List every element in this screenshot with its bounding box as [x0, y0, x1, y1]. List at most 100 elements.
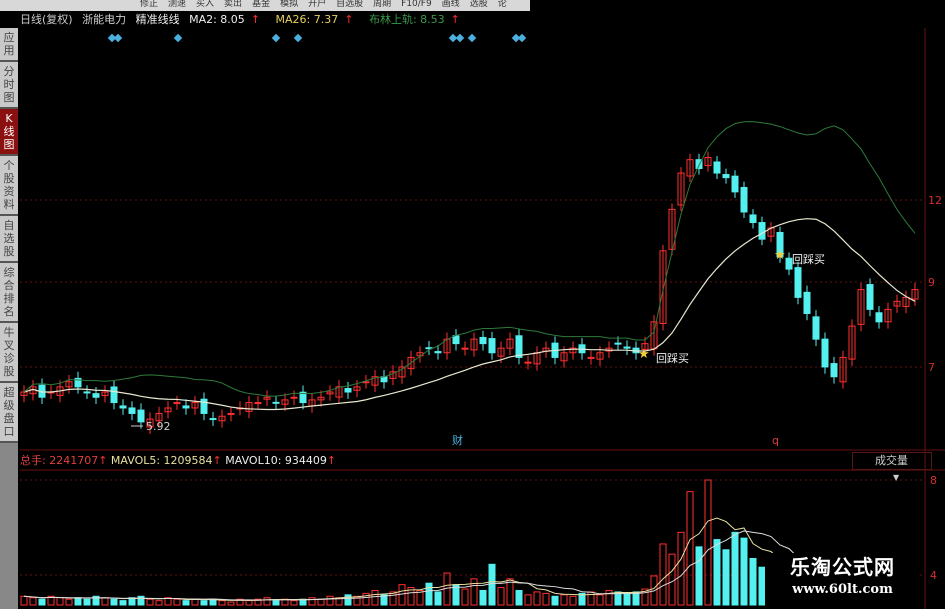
- candle-down: [821, 338, 829, 368]
- sidebar-tab[interactable]: 综合排名: [0, 263, 18, 323]
- volume-bar: [110, 598, 118, 606]
- signal-diamond-icon: [448, 33, 458, 43]
- volume-bar: [650, 575, 658, 606]
- signal-diamond-icon: [517, 33, 527, 43]
- toolbar-item[interactable]: F10/F9: [401, 0, 432, 9]
- candle-up: [911, 289, 919, 300]
- volume-header: 总手: 2241707↑ MAVOL5: 1209584↑ MAVOL10: 9…: [20, 454, 336, 468]
- candle-down: [731, 175, 739, 193]
- candle-up: [317, 396, 325, 401]
- toolbar-item[interactable]: 自选股: [336, 0, 364, 9]
- volume-bar: [200, 600, 208, 606]
- candle-up: [839, 356, 847, 383]
- watermark-name: 乐淘公式网: [790, 555, 895, 579]
- boll-upper-line: [23, 121, 916, 397]
- toolbar-item[interactable]: 开户: [308, 0, 327, 9]
- sidebar-tab[interactable]: 牛叉诊股: [0, 323, 18, 383]
- toolbar-item[interactable]: 论: [497, 0, 507, 9]
- sidebar-tab[interactable]: 超级盘口: [0, 383, 18, 443]
- sidebar-tab[interactable]: 自选股: [0, 216, 18, 263]
- volume-bar: [83, 598, 91, 606]
- volume-bar: [434, 591, 442, 606]
- candle-down: [695, 159, 703, 170]
- candle-down: [344, 388, 352, 393]
- candle-down: [785, 257, 793, 270]
- event-marker-q: q: [772, 434, 779, 447]
- indicator-name[interactable]: 精准线线: [135, 13, 180, 26]
- toolbar-item[interactable]: 基金: [252, 0, 271, 9]
- volume-indicator-select[interactable]: 成交量 ▼: [852, 452, 932, 482]
- star-icon: ★: [638, 347, 650, 362]
- volume-bar: [470, 578, 478, 606]
- event-marker-cai: 财: [452, 433, 463, 447]
- toolbar-item[interactable]: 卖出: [224, 0, 243, 9]
- volume-bar: [290, 600, 298, 606]
- candle-up: [218, 415, 226, 422]
- volume-bar: [614, 591, 622, 606]
- volume-bar: [515, 589, 523, 606]
- signal-diamond-icon: [113, 33, 123, 43]
- candle-down: [749, 214, 757, 224]
- volume-bar: [533, 591, 541, 606]
- candle-up: [848, 325, 856, 360]
- toolbar-item[interactable]: 测速: [168, 0, 187, 9]
- toolbar-item[interactable]: 选股: [469, 0, 488, 9]
- sidebar-tab[interactable]: 分时图: [0, 62, 18, 109]
- volume-bar: [191, 598, 199, 606]
- candle-up: [659, 250, 667, 325]
- toolbar-item[interactable]: 修正: [140, 0, 159, 9]
- volume-bar: [596, 594, 604, 606]
- volume-bar: [713, 539, 721, 606]
- toolbar-item[interactable]: 周期: [373, 0, 392, 9]
- price-tick-label: 7: [928, 361, 935, 374]
- candle-down: [452, 335, 460, 345]
- volume-bar: [227, 601, 235, 606]
- arrow-up-icon: ↑: [450, 13, 460, 26]
- candle-up: [902, 296, 910, 307]
- volume-bar: [182, 600, 190, 606]
- toolbar-item[interactable]: 模拟: [280, 0, 299, 9]
- sidebar-tab[interactable]: K线图: [0, 109, 18, 156]
- candle-down: [110, 386, 118, 404]
- candle-up: [677, 172, 685, 206]
- volume-bar: [569, 595, 577, 606]
- period-label[interactable]: 日线(复权): [20, 13, 73, 26]
- volume-bar: [236, 598, 244, 606]
- sidebar-tab[interactable]: 个股资料: [0, 156, 18, 216]
- dropdown-arrow-icon: ▼: [893, 473, 900, 482]
- volume-bar: [38, 598, 46, 606]
- arrow-up-icon: ↑: [212, 454, 226, 467]
- volume-bar: [353, 595, 361, 606]
- candle-down: [137, 409, 145, 423]
- volume-bar: [560, 594, 568, 606]
- candle-down: [272, 401, 280, 404]
- ma26-value: MA26: 7.37 ↑: [276, 13, 360, 26]
- volume-bar: [164, 597, 172, 606]
- candle-up: [326, 391, 334, 395]
- volume-bar: [101, 597, 109, 606]
- candle-down: [182, 405, 190, 409]
- toolbar-item[interactable]: 画线: [441, 0, 460, 9]
- signal-diamond-icon: [467, 33, 477, 43]
- volume-bar: [380, 594, 388, 606]
- volume-bar: [173, 598, 181, 606]
- candle-down: [92, 393, 100, 398]
- volume-bar: [659, 543, 667, 606]
- candle-down: [119, 405, 127, 409]
- volume-bar: [272, 600, 280, 606]
- volume-bar: [623, 592, 631, 606]
- candle-down: [209, 418, 217, 421]
- volume-bar: [308, 597, 316, 606]
- price-tick-label: 12: [928, 194, 942, 207]
- sidebar-tab[interactable]: 应用: [0, 28, 18, 62]
- watermark-url: www.60lt.com: [792, 582, 893, 597]
- signal-diamond-icon: [455, 33, 465, 43]
- candle-down: [776, 231, 784, 258]
- volume-bar: [686, 491, 694, 606]
- toolbar-item[interactable]: 买入: [196, 0, 215, 9]
- boll-value: 布林上轨: 8.53 ↑: [369, 13, 466, 26]
- candle-up: [524, 361, 532, 364]
- total-volume: 总手: 2241707: [20, 454, 99, 467]
- volume-bar: [551, 595, 559, 606]
